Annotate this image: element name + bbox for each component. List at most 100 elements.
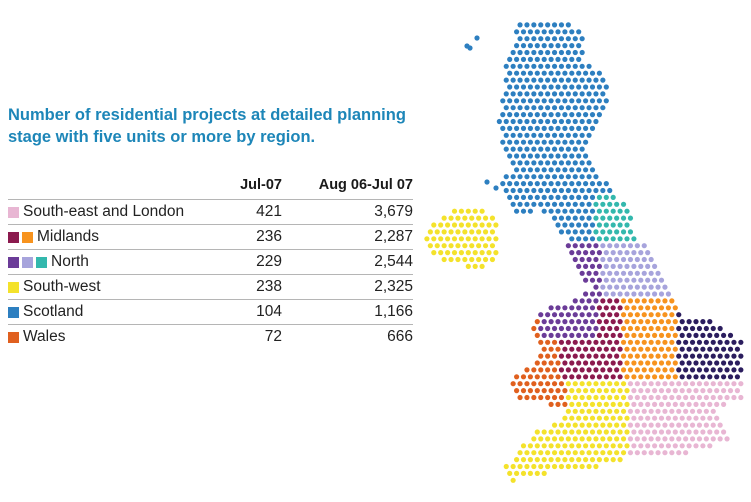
map-dot bbox=[545, 381, 551, 387]
map-dot bbox=[738, 394, 744, 401]
map-dot bbox=[489, 243, 496, 249]
map-dot bbox=[427, 229, 433, 235]
map-dot bbox=[531, 146, 537, 152]
map-dot bbox=[569, 332, 575, 338]
region-label: Midlands bbox=[37, 228, 100, 245]
map-dot bbox=[524, 381, 530, 387]
map-dot bbox=[583, 457, 589, 463]
map-dot bbox=[627, 422, 634, 428]
map-dot bbox=[620, 215, 627, 221]
map-dot bbox=[507, 70, 513, 76]
map-dot bbox=[531, 201, 537, 207]
map-dot bbox=[624, 443, 630, 449]
map-dot bbox=[551, 215, 558, 221]
map-dot bbox=[638, 277, 644, 283]
map-dot bbox=[548, 374, 554, 380]
map-dot bbox=[638, 429, 644, 435]
map-dot bbox=[593, 312, 599, 318]
map-dot bbox=[555, 98, 561, 104]
map-dot bbox=[589, 208, 596, 214]
map-dot bbox=[603, 98, 609, 104]
map-dot bbox=[579, 229, 585, 235]
map-dot bbox=[569, 29, 575, 35]
map-dot bbox=[545, 22, 551, 28]
map-dot bbox=[600, 201, 606, 207]
map-dot bbox=[600, 450, 606, 456]
map-dot bbox=[538, 91, 544, 97]
map-dot bbox=[534, 443, 540, 449]
map-dot bbox=[572, 201, 578, 207]
map-dot bbox=[545, 353, 551, 359]
map-dot bbox=[510, 49, 516, 56]
map-dot bbox=[527, 208, 533, 214]
region-cell: Scotland bbox=[8, 303, 214, 321]
map-dot bbox=[548, 429, 554, 435]
map-dot bbox=[541, 360, 547, 366]
map-dot bbox=[551, 132, 558, 138]
map-dot bbox=[586, 132, 592, 138]
map-dot bbox=[548, 167, 554, 173]
map-dot bbox=[672, 429, 678, 435]
map-dot bbox=[607, 298, 613, 304]
map-dot bbox=[596, 305, 602, 311]
map-dot bbox=[655, 353, 661, 359]
map-dot bbox=[738, 381, 744, 387]
map-dot bbox=[538, 36, 544, 42]
map-dot bbox=[558, 339, 565, 345]
map-dot bbox=[683, 436, 689, 442]
map-dot bbox=[617, 360, 623, 366]
map-dot bbox=[541, 84, 547, 90]
map-dot bbox=[603, 346, 609, 352]
map-dot bbox=[676, 325, 682, 332]
map-dot bbox=[658, 401, 665, 407]
map-dot bbox=[572, 450, 578, 456]
map-dot bbox=[669, 298, 675, 304]
map-dot bbox=[700, 374, 706, 380]
map-dot bbox=[583, 401, 589, 407]
map-dot bbox=[600, 229, 606, 235]
map-dot bbox=[531, 91, 537, 97]
map-dot bbox=[551, 174, 558, 180]
map-dot bbox=[586, 381, 592, 387]
map-dot bbox=[562, 346, 568, 352]
map-dot bbox=[579, 463, 585, 470]
map-dot bbox=[562, 139, 568, 145]
map-dot bbox=[703, 394, 709, 401]
map-dot bbox=[652, 360, 658, 366]
map-dot bbox=[441, 243, 447, 249]
map-dot bbox=[455, 256, 461, 263]
map-dot bbox=[600, 394, 606, 401]
map-dot bbox=[676, 353, 682, 359]
map-dot bbox=[527, 98, 533, 104]
map-dot bbox=[517, 450, 523, 456]
map-dot bbox=[624, 277, 630, 283]
map-dot bbox=[572, 36, 578, 42]
map-dot bbox=[531, 105, 537, 111]
map-dot bbox=[510, 63, 516, 69]
map-dot bbox=[648, 436, 654, 442]
map-dot bbox=[472, 250, 478, 256]
map-dot bbox=[451, 222, 458, 228]
map-dot bbox=[555, 401, 561, 407]
map-dot bbox=[524, 160, 530, 166]
map-dot bbox=[517, 63, 523, 69]
map-dot bbox=[510, 118, 516, 125]
map-dot bbox=[679, 374, 685, 380]
map-dot bbox=[596, 457, 602, 463]
map-dot bbox=[527, 194, 533, 200]
map-dot bbox=[520, 29, 527, 35]
map-dot bbox=[565, 36, 571, 42]
map-dot bbox=[589, 291, 596, 297]
map-dot bbox=[686, 429, 692, 435]
map-dot bbox=[555, 112, 561, 118]
map-dot bbox=[610, 443, 616, 449]
map-dot bbox=[558, 436, 565, 442]
map-dot bbox=[607, 339, 613, 345]
map-dot bbox=[652, 443, 658, 449]
map-dot bbox=[672, 401, 678, 407]
map-dot bbox=[541, 470, 547, 476]
map-dot bbox=[545, 63, 551, 69]
map-dot bbox=[689, 325, 696, 332]
map-dot bbox=[683, 381, 689, 387]
map-dot bbox=[717, 422, 723, 428]
